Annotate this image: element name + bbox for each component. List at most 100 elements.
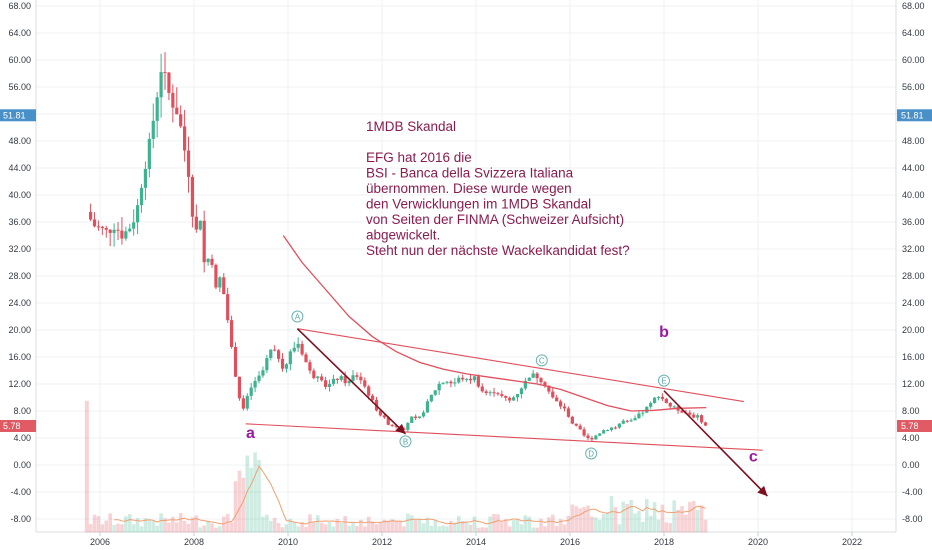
volume-bar (496, 514, 500, 533)
volume-bar (417, 518, 422, 533)
volume-bar (386, 520, 391, 533)
candle-body (692, 414, 696, 418)
candle-body (284, 364, 289, 369)
candle-body (139, 187, 144, 206)
volume-bar (202, 525, 206, 533)
left-price-axis[interactable]: 68.0064.0060.0056.0052.0048.0044.0040.00… (8, 1, 31, 524)
volume-bar (468, 524, 473, 533)
volume-bar (402, 526, 406, 533)
volume-bar (265, 514, 269, 533)
candle-body (519, 388, 524, 395)
wave-point-label: E (661, 377, 666, 386)
wave-arrow (296, 328, 407, 435)
volume-bar (449, 520, 453, 533)
volume-bar (672, 500, 676, 533)
volume-bar (327, 522, 332, 533)
wave-point-circle (399, 435, 412, 448)
candle-body (233, 346, 238, 377)
volume-bar (703, 519, 708, 533)
y-tick-label: -4.00 (902, 487, 923, 497)
price-badge (0, 109, 36, 122)
volume-bar (221, 516, 226, 533)
volume-bar (312, 521, 316, 533)
volume-bar (637, 511, 641, 533)
candle-body (476, 376, 480, 387)
y-tick-label: 0.00 (13, 460, 31, 470)
volume-bar (668, 523, 673, 533)
volume-bar (691, 501, 696, 533)
candle-body (151, 120, 155, 139)
volume-bar (120, 524, 124, 533)
candle-body (112, 229, 116, 233)
candle-body (449, 381, 453, 384)
candle-body (649, 403, 653, 407)
candle-body (488, 392, 492, 394)
volume-bar (660, 504, 665, 533)
candle-body (429, 394, 433, 402)
candle-body (167, 72, 171, 93)
volume-bar (644, 498, 649, 533)
candle-body (453, 382, 457, 384)
y-tick-label: 24.00 (8, 298, 31, 308)
candle-body (261, 370, 265, 376)
x-tick-label: 2006 (90, 537, 110, 547)
volume-bar (88, 524, 93, 533)
right-price-axis[interactable]: 68.0064.0060.0056.0052.0048.0044.0040.00… (902, 1, 925, 524)
x-tick-label: 2008 (184, 537, 204, 547)
candle-body (304, 354, 308, 363)
candle-body (343, 376, 347, 384)
candle-body (316, 376, 320, 379)
wave-point-label: B (403, 437, 408, 446)
volume-bar (421, 523, 426, 533)
candle-body (214, 264, 218, 288)
candlesticks (89, 52, 708, 443)
candle-body (320, 376, 324, 381)
volume-bar (253, 452, 257, 533)
y-tick-label: 4.00 (13, 433, 31, 443)
x-tick-label: 2022 (842, 537, 862, 547)
candle-body (660, 396, 665, 399)
candle-body (327, 383, 332, 387)
candle-body (421, 412, 426, 417)
candle-body (237, 376, 242, 399)
volume-bar (163, 518, 167, 533)
volume-bar (155, 525, 159, 533)
volume-bar (241, 477, 246, 533)
volume-bar (601, 513, 606, 533)
candle-body (402, 428, 406, 430)
y-tick-label: 16.00 (902, 352, 925, 362)
candle-body (535, 373, 539, 379)
y-tick-label: 16.00 (8, 352, 31, 362)
volume-bar (159, 513, 163, 533)
wave-point-d: D (585, 447, 598, 460)
volume-bar (131, 524, 136, 533)
volume-bar (680, 506, 684, 533)
volume-bar (343, 516, 347, 533)
wave-point-b: B (399, 435, 412, 448)
candle-body (629, 420, 633, 422)
wave-label-a: a (246, 425, 255, 442)
candle-body (504, 395, 508, 398)
y-tick-label: 20.00 (902, 325, 925, 335)
x-tick-label: 2020 (748, 537, 768, 547)
candle-body (570, 416, 574, 424)
candle-body (418, 416, 422, 418)
time-axis[interactable]: 2006 2008 2010 2012 2014 2016 2018 2020 2022 (90, 532, 862, 547)
y-tick-label: 8.00 (13, 406, 31, 416)
candle-body (645, 406, 649, 413)
volume-bar (284, 524, 289, 533)
candle-body (265, 358, 269, 371)
volume-bar (460, 520, 465, 533)
volume-bar (308, 514, 312, 533)
candle-body (171, 92, 175, 108)
volume-bar (370, 521, 375, 533)
price-badge (0, 419, 36, 432)
volume-bar (135, 518, 140, 533)
volume-bar (543, 526, 547, 533)
volume-bar (629, 500, 633, 533)
candle-body (539, 378, 543, 383)
candle-body (136, 205, 140, 223)
candle-body (186, 150, 191, 177)
